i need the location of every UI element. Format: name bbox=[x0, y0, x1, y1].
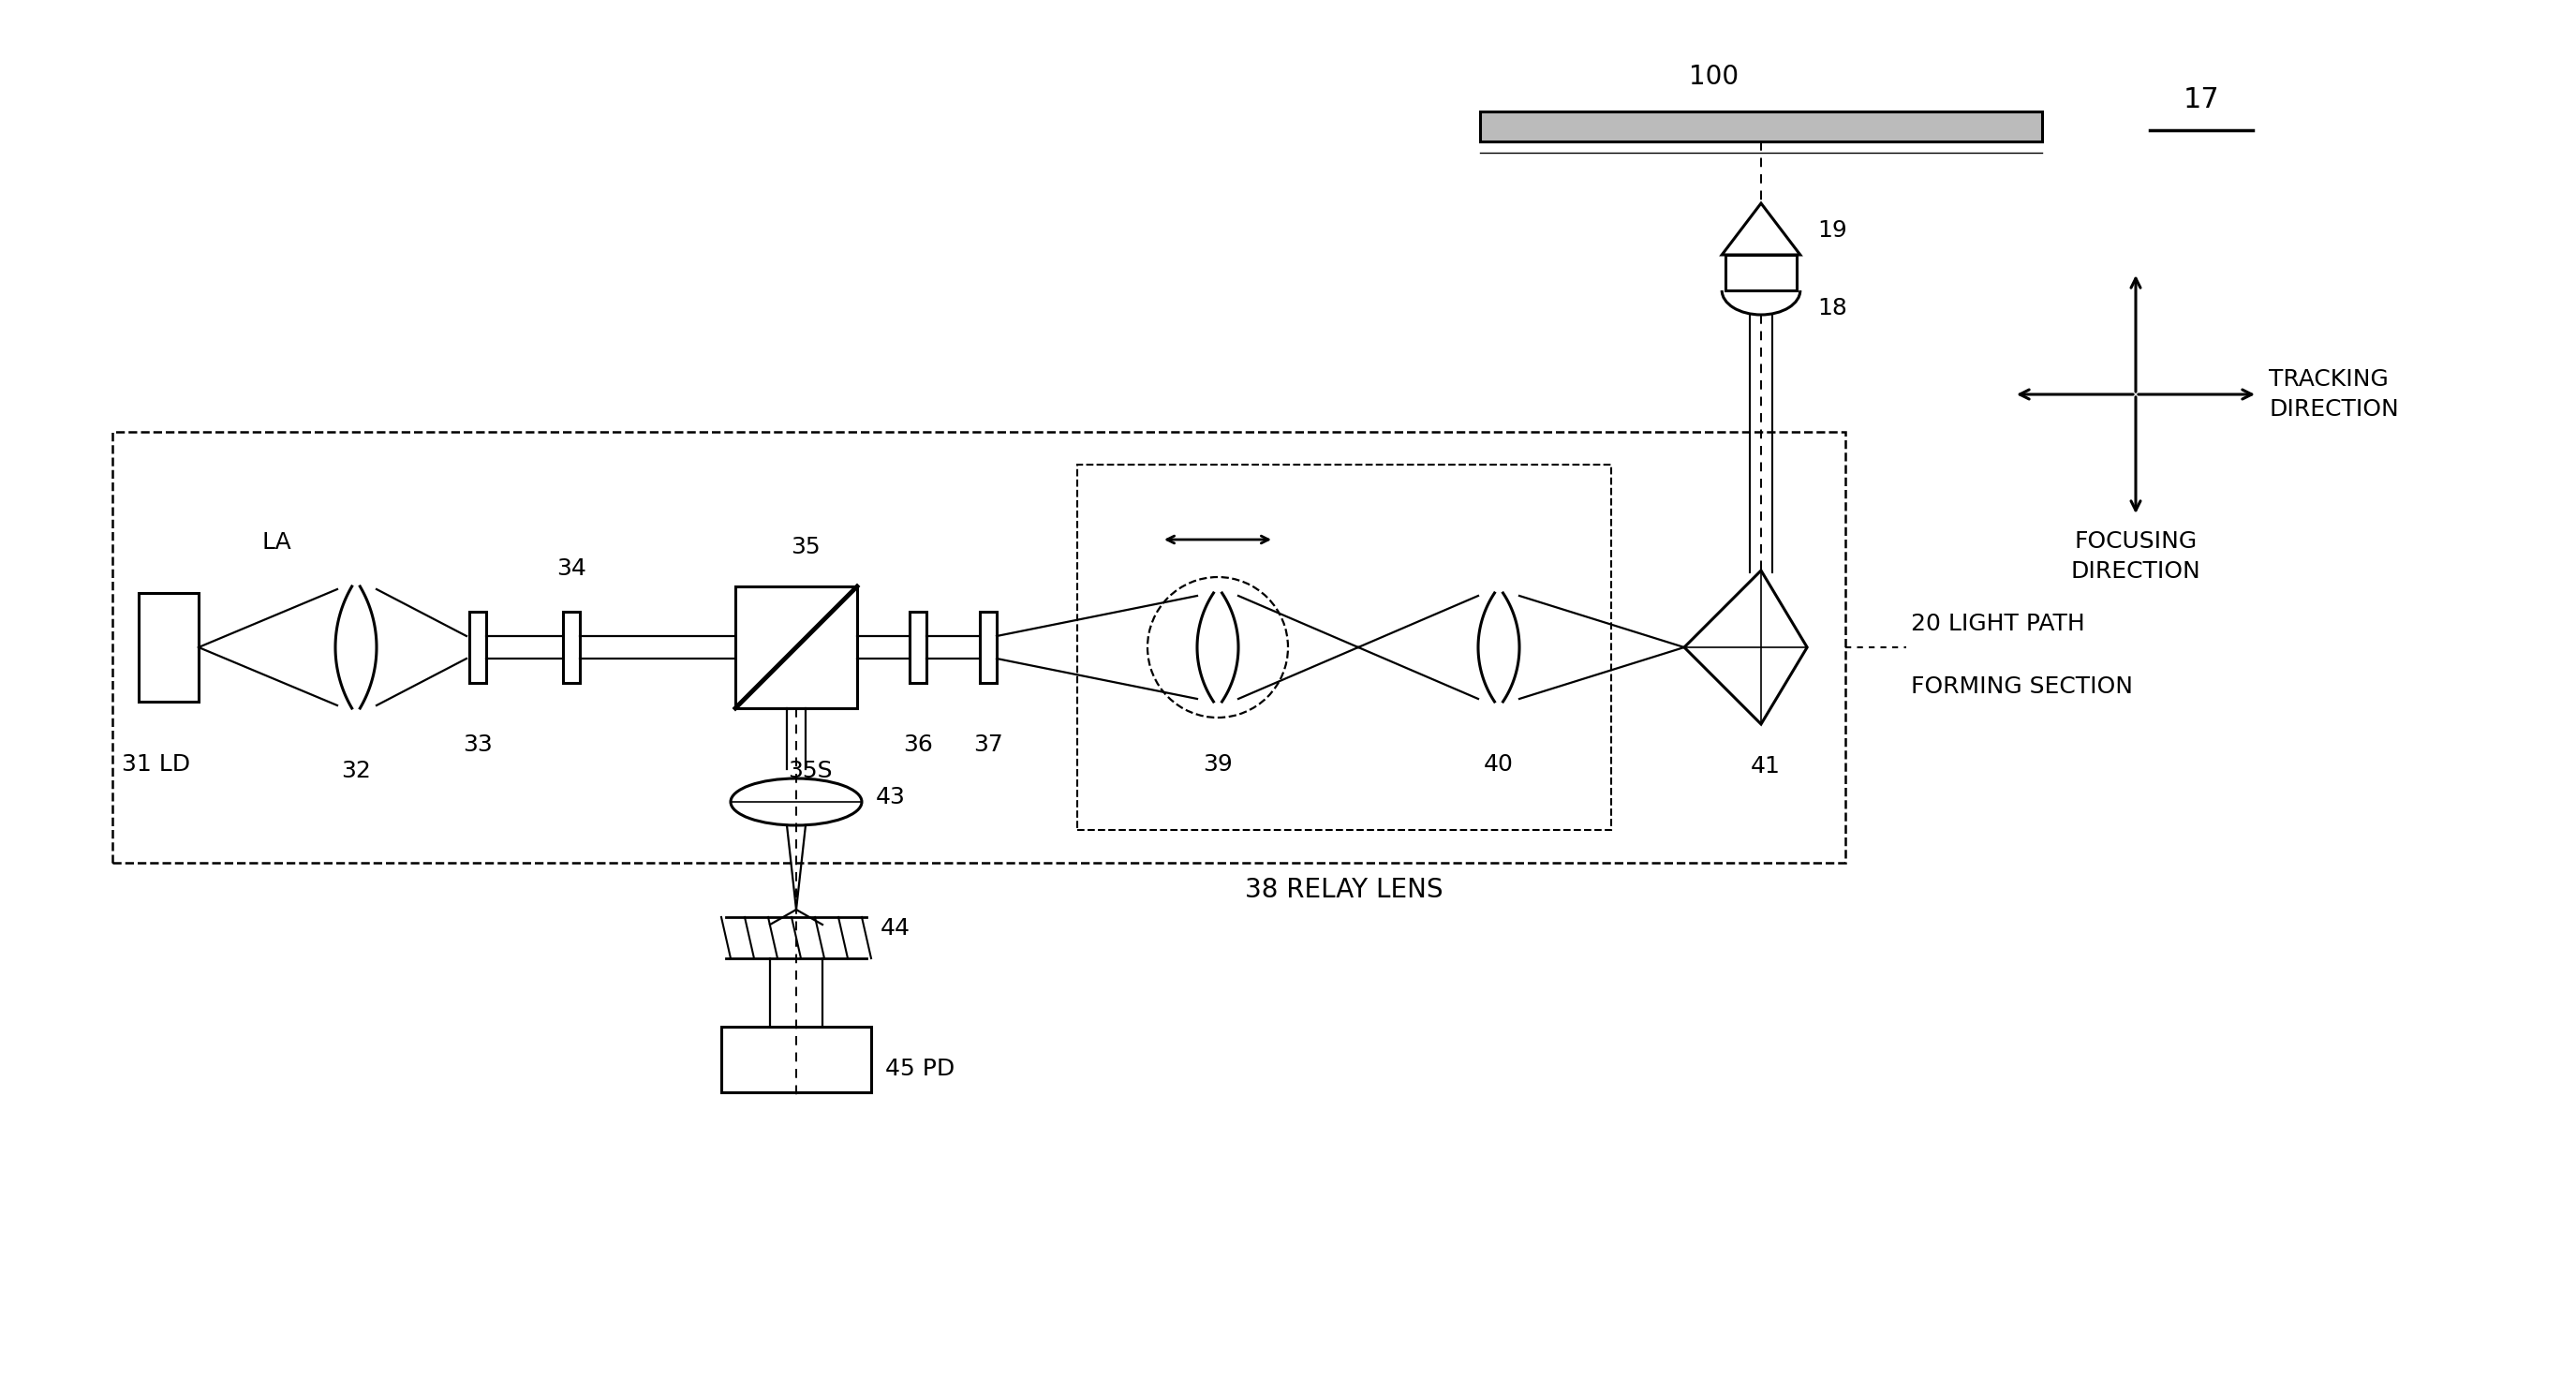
Text: TRACKING
DIRECTION: TRACKING DIRECTION bbox=[2269, 368, 2398, 420]
Polygon shape bbox=[1721, 204, 1801, 255]
Text: LA: LA bbox=[263, 531, 291, 554]
Bar bbox=[979, 612, 997, 682]
Text: 38 RELAY LENS: 38 RELAY LENS bbox=[1244, 876, 1443, 903]
Bar bbox=[564, 612, 580, 682]
Ellipse shape bbox=[732, 779, 863, 825]
Text: 35S: 35S bbox=[788, 759, 832, 783]
Text: 35: 35 bbox=[791, 536, 819, 558]
Text: 41: 41 bbox=[1752, 755, 1780, 777]
Text: 39: 39 bbox=[1203, 754, 1231, 776]
Text: 31 LD: 31 LD bbox=[121, 754, 191, 776]
Text: 36: 36 bbox=[904, 734, 933, 757]
Text: 37: 37 bbox=[974, 734, 1002, 757]
Text: 33: 33 bbox=[464, 734, 492, 757]
Polygon shape bbox=[1685, 570, 1808, 723]
Text: 18: 18 bbox=[1816, 296, 1847, 320]
Text: 19: 19 bbox=[1816, 219, 1847, 241]
Bar bbox=[721, 1027, 871, 1093]
Text: 45 PD: 45 PD bbox=[886, 1058, 956, 1080]
Text: 32: 32 bbox=[340, 759, 371, 783]
Bar bbox=[1481, 112, 2043, 142]
Bar bbox=[734, 587, 858, 708]
Bar bbox=[139, 593, 198, 701]
Text: 17: 17 bbox=[2182, 87, 2221, 113]
Text: 43: 43 bbox=[876, 785, 907, 809]
Text: 100: 100 bbox=[1690, 63, 1739, 90]
Bar bbox=[909, 612, 927, 682]
Bar bbox=[113, 431, 1844, 863]
Text: 40: 40 bbox=[1484, 754, 1515, 776]
Bar bbox=[469, 612, 487, 682]
Text: FOCUSING
DIRECTION: FOCUSING DIRECTION bbox=[2071, 531, 2200, 583]
Bar bbox=[1077, 464, 1610, 830]
Text: FORMING SECTION: FORMING SECTION bbox=[1911, 675, 2133, 697]
Text: 34: 34 bbox=[556, 557, 587, 579]
Text: 44: 44 bbox=[881, 918, 909, 940]
Text: 20 LIGHT PATH: 20 LIGHT PATH bbox=[1911, 613, 2084, 635]
Bar bbox=[1726, 255, 1795, 291]
